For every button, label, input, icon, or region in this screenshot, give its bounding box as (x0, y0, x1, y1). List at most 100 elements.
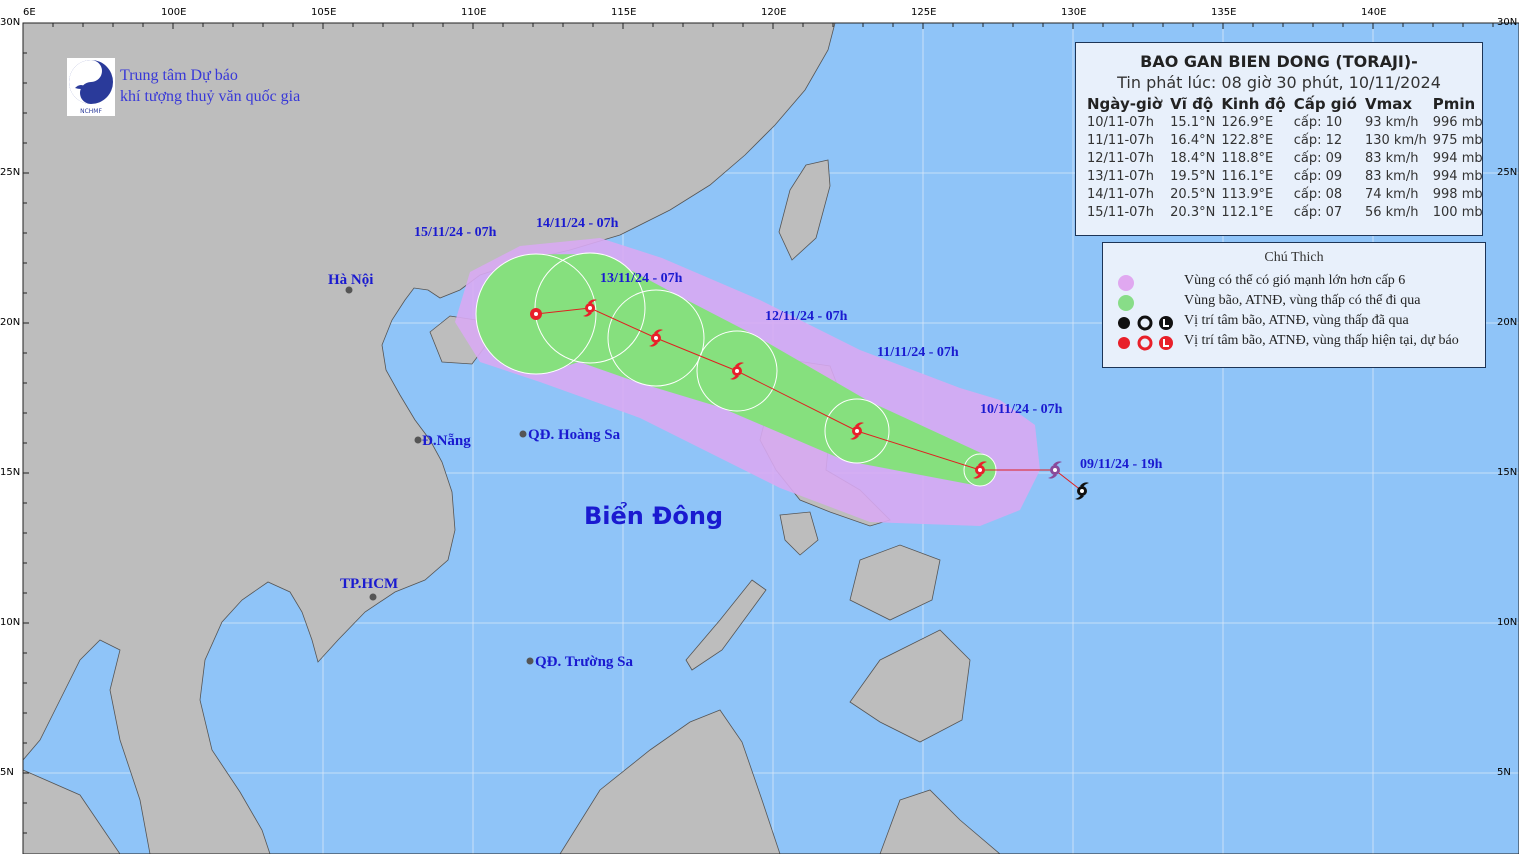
storm-track (530, 299, 1089, 500)
table-cell: 19.5°N (1170, 169, 1216, 184)
lat-label-left: 30N (0, 17, 21, 28)
axis-ticks (23, 23, 1494, 834)
table-cell: 15.1°N (1170, 115, 1216, 130)
lat-label-right: 5N (1497, 767, 1511, 778)
table-cell: 12/11-07h (1087, 151, 1154, 166)
forecast-time-label: 14/11/24 - 07h (536, 216, 619, 231)
table-row: 14/11-07h 20.5°N 113.9°E cấp: 08 74 km/h 998 … (1087, 187, 1489, 205)
table-cell: 16.4°N (1170, 133, 1216, 148)
table-row: 13/11-07h 19.5°N 116.1°E cấp: 09 83 km/h 994 … (1087, 169, 1489, 187)
place-truongsa: QĐ. Trường Sa (535, 654, 634, 670)
table-row: 12/11-07h 18.4°N 118.8°E cấp: 09 83 km/h 994 … (1087, 151, 1489, 169)
forecast-time-label: 10/11/24 - 07h (980, 402, 1063, 417)
storm-title: BAO GAN BIEN DONG (TORAJI)- (1140, 52, 1418, 71)
table-cell: 14/11-07h (1087, 187, 1154, 202)
past-storm-symbols-icon (1118, 315, 1173, 331)
forecast-time-label: 11/11/24 - 07h (877, 345, 959, 360)
land-visayas (849, 544, 941, 621)
land-mindoro (779, 511, 819, 556)
storm-forecast-icon (649, 329, 663, 347)
legend-item-current-position: Vị trí tâm bão, ATNĐ, vùng thấp hiện tại… (1103, 333, 1485, 353)
table-row: 10/11-07h 15.1°N 126.9°E cấp: 10 93 km/h 996 … (1087, 115, 1489, 133)
forecast-time-label: 12/11/24 - 07h (765, 309, 848, 324)
legend-item-past-position: Vị trí tâm bão, ATNĐ, vùng thấp đã qua (1103, 313, 1485, 333)
lat-label-right: 30N (1497, 17, 1518, 28)
lon-label: 105E (311, 7, 337, 18)
table-cell: cấp: 12 (1293, 133, 1343, 148)
storm-zone-outline (607, 289, 705, 387)
table-cell: 20.5°N (1170, 187, 1216, 202)
lat-label-right: 20N (1497, 317, 1518, 328)
table-cell: cấp: 09 (1293, 151, 1343, 166)
table-cell: 13/11-07h (1087, 169, 1154, 184)
table-cell: 83 km/h (1364, 169, 1419, 184)
table-cell: cấp: 07 (1293, 205, 1343, 220)
pink-circle-icon (1118, 275, 1134, 291)
storm-forecast-icon (583, 299, 597, 317)
forecast-time-label: 13/11/24 - 07h (600, 271, 683, 286)
table-cell: 74 km/h (1364, 187, 1419, 202)
table-row: 11/11-07h 16.4°N 122.8°E cấp: 12 130 km/h 975… (1087, 133, 1489, 151)
lat-label-left: 20N (0, 317, 21, 328)
storm-forecast-icon (973, 461, 987, 479)
green-circle-icon (1118, 295, 1134, 311)
table-cell: 113.9°E (1221, 187, 1274, 202)
forecast-storm-symbols-icon (1118, 335, 1173, 351)
lon-label: 135E (1211, 7, 1237, 18)
table-cell: 10/11-07h (1087, 115, 1154, 130)
table-cell: 11/11-07h (1087, 133, 1154, 148)
nchmf-logo: NCHMF (67, 58, 115, 116)
storm-past-icon (1048, 461, 1062, 479)
storm-past-icon (1075, 482, 1089, 500)
table-cell: 118.8°E (1221, 151, 1274, 166)
svg-text:NCHMF: NCHMF (80, 108, 102, 115)
table-cell: 975 mb (1432, 133, 1483, 148)
storm-zone-outline (824, 398, 890, 464)
place-hoangsa: QĐ. Hoàng Sa (528, 427, 621, 443)
table-cell: cấp: 08 (1293, 187, 1343, 202)
table-cell: cấp: 10 (1293, 115, 1343, 130)
lat-label-left: 25N (0, 167, 21, 178)
place-danang: Đ.Nẵng (422, 433, 471, 449)
lat-label-right: 15N (1497, 467, 1518, 478)
land-borneo (559, 709, 781, 854)
org-name-line2: khí tượng thuỷ văn quốc gia (120, 88, 301, 105)
table-cell: 56 km/h (1364, 205, 1419, 220)
lon-label: 6E (23, 7, 36, 18)
issued-time: Tin phát lúc: 08 giờ 30 phút, 10/11/2024 (1117, 73, 1441, 92)
land-palawan (685, 579, 767, 671)
table-cell: 100 mb (1432, 205, 1483, 220)
table-cell: 126.9°E (1221, 115, 1274, 130)
storm-forecast-icon (730, 362, 744, 380)
table-cell: 994 mb (1432, 151, 1483, 166)
lat-label-left: 15N (0, 467, 21, 478)
lon-label: 140E (1361, 7, 1387, 18)
org-name-line1: Trung tâm Dự báo (120, 67, 238, 84)
land-taiwan (778, 159, 831, 261)
legend-item-storm-zone: Vùng bão, ATNĐ, vùng thấp có thể đi qua (1103, 293, 1485, 313)
table-row: 15/11-07h 20.3°N 112.1°E cấp: 07 56 km/h 100 … (1087, 205, 1489, 223)
lon-label: 110E (461, 7, 487, 18)
legend-item-wind-zone: Vùng có thể có gió mạnh lớn hơn cấp 6 (1103, 273, 1485, 293)
table-cell: 20.3°N (1170, 205, 1216, 220)
place-hcm: TP.HCM (340, 576, 399, 592)
col-header: Vĩ độ (1170, 95, 1214, 113)
table-cell: 998 mb (1432, 187, 1483, 202)
lat-label-right: 25N (1497, 167, 1518, 178)
storm-zone-outline (696, 330, 778, 412)
storm-zone-outline (475, 253, 597, 375)
table-cell: 112.1°E (1221, 205, 1274, 220)
legend-panel: Chú Thich Vùng có thể có gió mạnh lớn hơ… (1102, 242, 1486, 368)
col-header: Vmax (1364, 95, 1413, 113)
land-sulawesi (879, 789, 1001, 854)
col-header: Pmin (1432, 95, 1476, 113)
storm-zone (475, 252, 997, 487)
storm-forecast-icon (850, 422, 864, 440)
lat-label-left: 10N (0, 617, 21, 628)
col-header: Kinh độ (1221, 95, 1286, 113)
table-cell: 18.4°N (1170, 151, 1216, 166)
storm-zone-outline (534, 252, 646, 364)
storm-info-panel: BAO GAN BIEN DONG (TORAJI)- Tin phát lúc… (1075, 42, 1483, 236)
land-mindanao (849, 629, 971, 743)
forecast-table: Ngày-giờ Vĩ độ Kinh độ Cấp gió Vmax Pmin… (1087, 95, 1489, 223)
